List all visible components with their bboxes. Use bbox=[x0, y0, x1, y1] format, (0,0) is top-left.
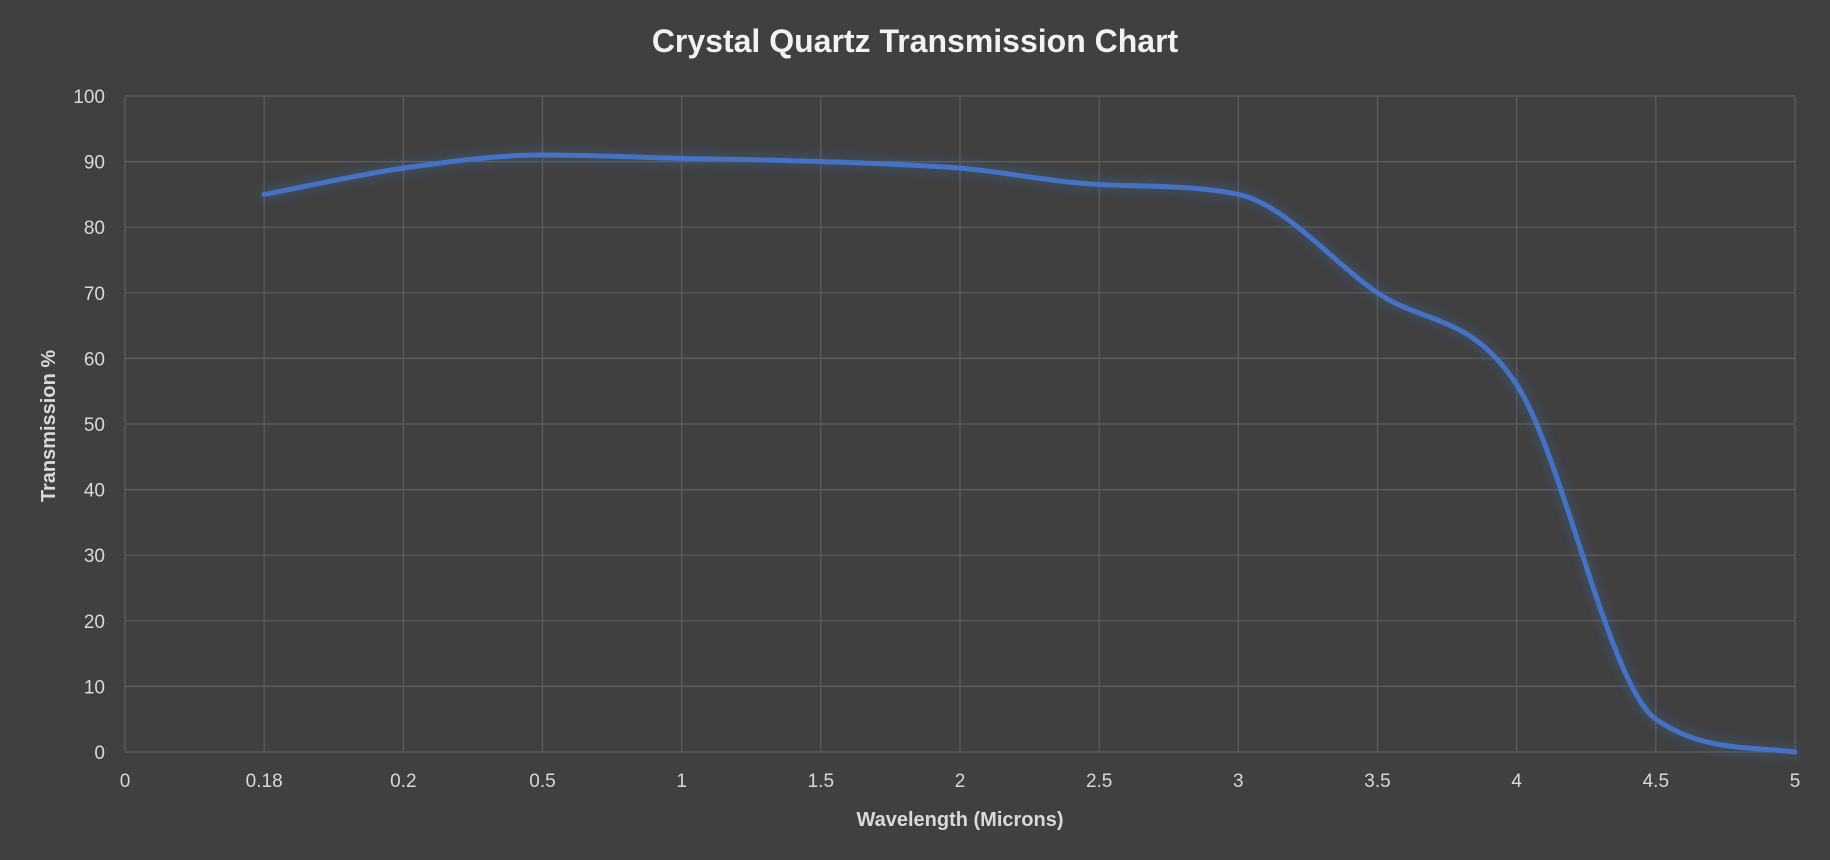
chart-title: Crystal Quartz Transmission Chart bbox=[652, 23, 1179, 59]
x-tick-label: 4.5 bbox=[1643, 771, 1669, 792]
x-axis-ticks: 0 0.18 0.2 0.5 1 1.5 2 2.5 3 3.5 4 4.5 5 bbox=[120, 771, 1801, 792]
x-tick-label: 0.5 bbox=[529, 771, 555, 792]
y-tick-label: 90 bbox=[84, 153, 105, 174]
x-tick-label: 0.2 bbox=[390, 771, 416, 792]
series-line bbox=[261, 152, 1798, 755]
x-tick-label: 3 bbox=[1233, 771, 1244, 792]
y-axis-label: Transmission % bbox=[38, 350, 60, 502]
y-tick-label: 80 bbox=[84, 218, 105, 239]
y-tick-label: 10 bbox=[84, 677, 105, 698]
y-tick-label: 60 bbox=[84, 349, 105, 370]
y-tick-label: 70 bbox=[84, 284, 105, 305]
series-group bbox=[261, 152, 1798, 755]
y-tick-label: 30 bbox=[84, 546, 105, 567]
y-axis-ticks: 0 10 20 30 40 50 60 70 80 90 100 bbox=[73, 87, 105, 764]
series-line-glow bbox=[261, 152, 1798, 755]
x-tick-label: 0 bbox=[120, 771, 131, 792]
x-tick-label: 3.5 bbox=[1364, 771, 1390, 792]
y-tick-label: 40 bbox=[84, 481, 105, 502]
y-tick-label: 0 bbox=[94, 743, 105, 764]
x-tick-label: 2.5 bbox=[1086, 771, 1112, 792]
x-tick-label: 4 bbox=[1511, 771, 1522, 792]
gridlines bbox=[124, 95, 1796, 753]
x-tick-label: 1 bbox=[676, 771, 687, 792]
y-tick-label: 100 bbox=[73, 87, 105, 108]
x-tick-label: 5 bbox=[1790, 771, 1801, 792]
y-tick-label: 50 bbox=[84, 415, 105, 436]
x-axis-label: Wavelength (Microns) bbox=[856, 809, 1063, 831]
x-tick-label: 2 bbox=[955, 771, 966, 792]
y-tick-label: 20 bbox=[84, 612, 105, 633]
x-tick-label: 0.18 bbox=[246, 771, 283, 792]
x-tick-label: 1.5 bbox=[808, 771, 834, 792]
